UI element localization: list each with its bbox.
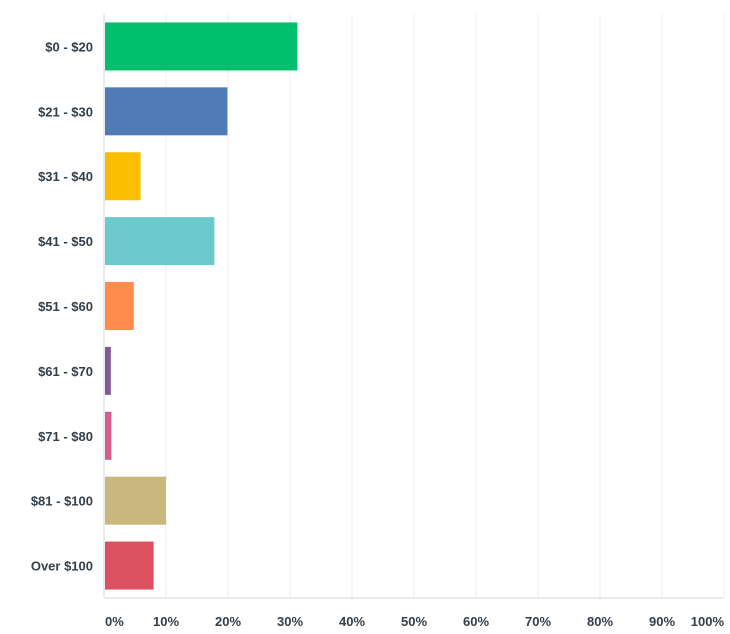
bar[interactable] xyxy=(105,217,215,266)
x-tick-label: 50% xyxy=(401,614,427,629)
x-tick-label: 40% xyxy=(339,614,365,629)
bar[interactable] xyxy=(105,22,298,71)
bar[interactable] xyxy=(105,346,111,395)
x-tick-labels: 0% 10% 20% 30% 40% 50% 60% 70% 80% 90% 100% xyxy=(105,614,724,629)
bar[interactable] xyxy=(105,411,112,460)
bar[interactable] xyxy=(105,541,154,590)
category-label: Over $100 xyxy=(31,559,93,574)
x-tick-label: 10% xyxy=(153,614,179,629)
category-label: $31 - $40 xyxy=(38,169,93,184)
x-tick-label: 70% xyxy=(525,614,551,629)
category-label: $61 - $70 xyxy=(38,364,93,379)
category-label: $41 - $50 xyxy=(38,234,93,249)
x-tick-label: 60% xyxy=(463,614,489,629)
gridlines xyxy=(165,14,725,598)
x-tick-label: 0% xyxy=(105,614,124,629)
category-label: $51 - $60 xyxy=(38,299,93,314)
x-tick-label: 20% xyxy=(215,614,241,629)
category-labels: $0 - $20 $21 - $30 $31 - $40 $41 - $50 $51 -… xyxy=(31,39,93,573)
bar[interactable] xyxy=(105,476,166,525)
bars xyxy=(105,22,298,590)
bar[interactable] xyxy=(105,87,228,136)
x-tick-label: 30% xyxy=(277,614,303,629)
category-label: $81 - $100 xyxy=(31,494,93,509)
category-label: $0 - $20 xyxy=(45,39,93,54)
bar[interactable] xyxy=(105,152,141,201)
category-label: $71 - $80 xyxy=(38,429,93,444)
x-tick-label: 80% xyxy=(587,614,613,629)
x-tick-label: 100% xyxy=(691,614,725,629)
x-tick-label: 90% xyxy=(649,614,675,629)
category-label: $21 - $30 xyxy=(38,104,93,119)
bar[interactable] xyxy=(105,282,134,330)
